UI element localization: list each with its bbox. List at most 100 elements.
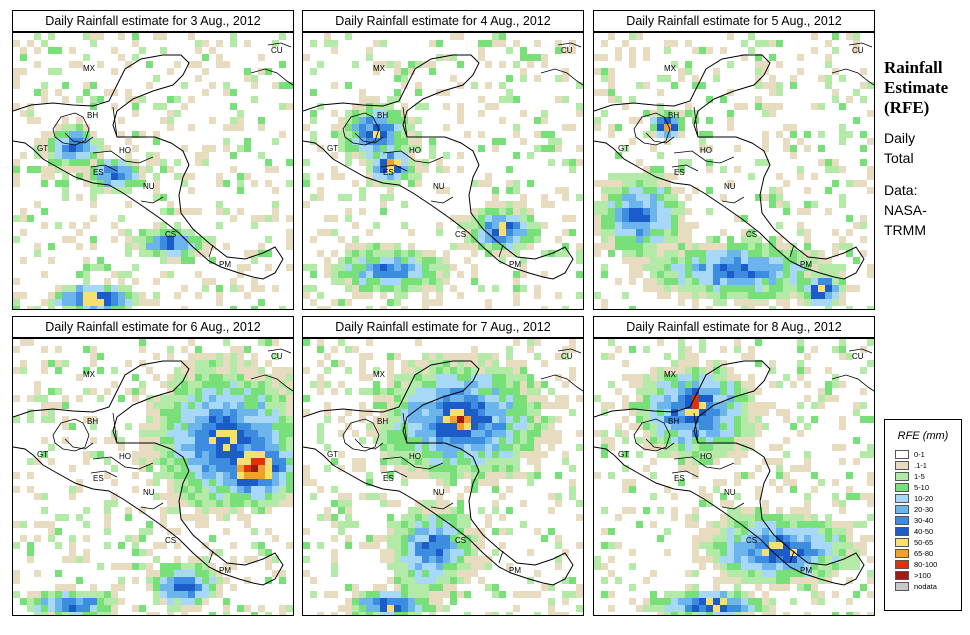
- country-border: [140, 502, 164, 510]
- legend-label: 40-50: [914, 527, 934, 536]
- country-border: [693, 412, 699, 444]
- legend-title: RFE (mm): [897, 430, 949, 442]
- country-label-gt: GT: [37, 144, 48, 153]
- country-label-pm: PM: [219, 566, 231, 575]
- country-label-cs: CS: [455, 536, 466, 545]
- country-border: [382, 150, 444, 164]
- country-label-ho: HO: [700, 452, 712, 461]
- country-label-bh: BH: [377, 417, 388, 426]
- rainfall-grid: [13, 33, 293, 309]
- country-border: [557, 42, 582, 48]
- country-label-cu: CU: [271, 352, 283, 361]
- country-label-bh: BH: [87, 111, 98, 120]
- country-border: [721, 196, 745, 204]
- legend-label: .1-1: [914, 461, 927, 470]
- panel-title: Daily Rainfall estimate for 6 Aug., 2012: [12, 316, 294, 338]
- rainfall-grid: [594, 33, 874, 309]
- country-border: [673, 150, 735, 164]
- legend-item: 0-1: [885, 449, 961, 460]
- country-label-pm: PM: [800, 566, 812, 575]
- country-label-gt: GT: [618, 144, 629, 153]
- rainfall-map: CU MX BH GT HO ES NU CS PM: [302, 32, 584, 310]
- coastline: [594, 54, 865, 280]
- country-label-cu: CU: [271, 46, 283, 55]
- country-border: [848, 348, 873, 354]
- country-border: [671, 164, 699, 172]
- rainfall-grid: [13, 339, 293, 615]
- country-label-mx: MX: [373, 370, 386, 379]
- country-label-es: ES: [674, 168, 685, 177]
- country-label-mx: MX: [664, 370, 677, 379]
- country-border: [52, 418, 90, 452]
- rainfall-map: CU MX BH GT HO ES NU CS PM: [12, 32, 294, 310]
- sidebar-subtitle-line: Daily: [884, 130, 916, 146]
- country-border: [721, 502, 745, 510]
- legend-label: 65-80: [914, 549, 934, 558]
- legend-item: 5-10: [885, 482, 961, 493]
- sidebar-subtitle-line: Total: [884, 150, 914, 166]
- country-label-ho: HO: [700, 146, 712, 155]
- legend-label: >100: [914, 571, 931, 580]
- country-border: [645, 132, 675, 144]
- country-label-ho: HO: [409, 146, 421, 155]
- legend-swatch: [895, 461, 909, 470]
- country-label-gt: GT: [327, 144, 338, 153]
- country-border: [90, 470, 118, 478]
- legend-swatch: [895, 560, 909, 569]
- country-label-cs: CS: [165, 230, 176, 239]
- country-label-cs: CS: [165, 536, 176, 545]
- rainfall-grid: [303, 33, 583, 309]
- legend-item: nodata: [885, 581, 961, 592]
- legend-swatch: [895, 527, 909, 536]
- legend-rows: 0-1 .1-1 1-5 5-10 10-20 20-30 30-40 40-50 50-65 6…: [885, 449, 961, 592]
- coastline: [13, 54, 284, 280]
- legend-item: >100: [885, 570, 961, 581]
- country-label-nu: NU: [433, 488, 445, 497]
- legend-item: 40-50: [885, 526, 961, 537]
- country-label-bh: BH: [668, 111, 679, 120]
- country-label-ho: HO: [119, 146, 131, 155]
- map-panel-aug-6: Daily Rainfall estimate for 6 Aug., 2012…: [12, 316, 294, 616]
- country-border: [540, 68, 583, 86]
- country-border: [380, 164, 408, 172]
- country-label-bh: BH: [377, 111, 388, 120]
- legend-swatch: [895, 450, 909, 459]
- country-border: [112, 412, 118, 444]
- map-svg: CU MX BH GT HO ES NU CS PM: [13, 33, 293, 309]
- coastline: [303, 360, 574, 586]
- country-border: [267, 42, 292, 48]
- rainfall-map: CU MX BH GT HO ES NU CS PM: [593, 32, 875, 310]
- country-border: [557, 348, 582, 354]
- legend-swatch: [895, 483, 909, 492]
- country-label-bh: BH: [668, 417, 679, 426]
- country-border: [693, 106, 699, 138]
- sidebar-source-line: TRMM: [884, 222, 926, 238]
- legend-swatch: [895, 549, 909, 558]
- panel-title: Daily Rainfall estimate for 7 Aug., 2012: [302, 316, 584, 338]
- map-svg: CU MX BH GT HO ES NU CS PM: [594, 33, 874, 309]
- rainfall-map: CU MX BH GT HO ES NU CS PM: [302, 338, 584, 616]
- country-border: [208, 244, 214, 258]
- legend-item: 80-100: [885, 559, 961, 570]
- country-border: [354, 438, 384, 450]
- country-border: [498, 550, 504, 564]
- country-border: [498, 244, 504, 258]
- country-border: [92, 456, 154, 470]
- country-border: [52, 112, 90, 146]
- country-label-pm: PM: [509, 566, 521, 575]
- legend-label: nodata: [914, 582, 937, 591]
- country-label-mx: MX: [83, 370, 96, 379]
- country-label-nu: NU: [724, 182, 736, 191]
- map-svg: CU MX BH GT HO ES NU CS PM: [13, 339, 293, 615]
- country-label-cs: CS: [455, 230, 466, 239]
- map-panel-aug-5: Daily Rainfall estimate for 5 Aug., 2012…: [593, 10, 875, 310]
- country-label-ho: HO: [409, 452, 421, 461]
- country-label-cs: CS: [746, 230, 757, 239]
- country-border: [789, 550, 795, 564]
- map-svg: CU MX BH GT HO ES NU CS PM: [303, 33, 583, 309]
- country-border: [633, 418, 671, 452]
- country-border: [430, 502, 454, 510]
- country-border: [267, 348, 292, 354]
- country-border: [380, 470, 408, 478]
- panel-title: Daily Rainfall estimate for 5 Aug., 2012: [593, 10, 875, 32]
